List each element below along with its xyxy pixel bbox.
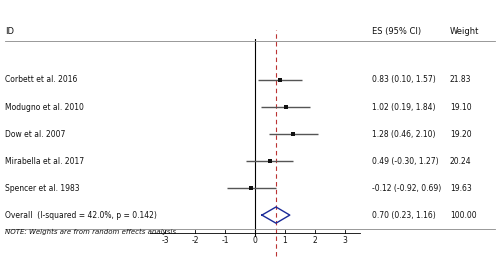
- Text: -1: -1: [221, 236, 229, 245]
- Text: 0.70 (0.23, 1.16): 0.70 (0.23, 1.16): [372, 211, 436, 220]
- Text: Dow et al. 2007: Dow et al. 2007: [5, 129, 66, 139]
- Text: Mirabella et al. 2017: Mirabella et al. 2017: [5, 156, 84, 165]
- Text: 19.20: 19.20: [450, 129, 471, 139]
- Text: Overall  (I-squared = 42.0%, p = 0.142): Overall (I-squared = 42.0%, p = 0.142): [5, 211, 157, 220]
- Text: 19.10: 19.10: [450, 103, 471, 112]
- Text: Corbett et al. 2016: Corbett et al. 2016: [5, 75, 78, 84]
- Text: -3: -3: [161, 236, 169, 245]
- Text: 1.28 (0.46, 2.10): 1.28 (0.46, 2.10): [372, 129, 436, 139]
- Text: NOTE: Weights are from random effects analysis: NOTE: Weights are from random effects an…: [5, 229, 176, 235]
- Text: Modugno et al. 2010: Modugno et al. 2010: [5, 103, 84, 112]
- Text: 21.83: 21.83: [450, 75, 471, 84]
- Text: -2: -2: [191, 236, 199, 245]
- Text: 100.00: 100.00: [450, 211, 476, 220]
- Text: -0.12 (-0.92, 0.69): -0.12 (-0.92, 0.69): [372, 184, 442, 193]
- Text: ES (95% CI): ES (95% CI): [372, 27, 422, 36]
- Text: 0: 0: [252, 236, 258, 245]
- Text: 3: 3: [342, 236, 347, 245]
- Text: 1.02 (0.19, 1.84): 1.02 (0.19, 1.84): [372, 103, 436, 112]
- Text: 20.24: 20.24: [450, 156, 471, 165]
- Text: 1: 1: [282, 236, 288, 245]
- Text: Weight: Weight: [450, 27, 480, 36]
- Text: 2: 2: [312, 236, 318, 245]
- Text: 0.83 (0.10, 1.57): 0.83 (0.10, 1.57): [372, 75, 436, 84]
- Text: 19.63: 19.63: [450, 184, 472, 193]
- Text: ID: ID: [5, 27, 14, 36]
- Text: 0.49 (-0.30, 1.27): 0.49 (-0.30, 1.27): [372, 156, 439, 165]
- Text: Spencer et al. 1983: Spencer et al. 1983: [5, 184, 80, 193]
